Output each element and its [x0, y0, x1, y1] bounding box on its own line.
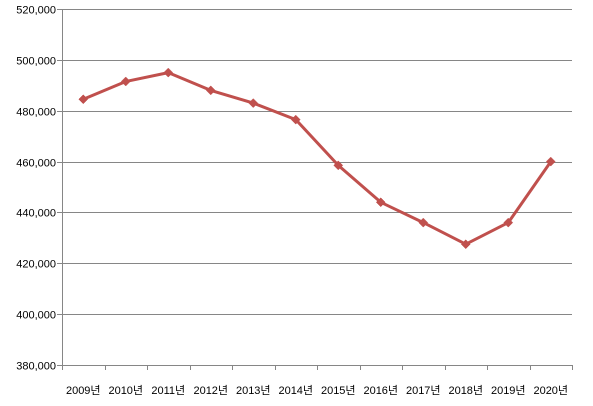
- x-tick-label: 2012년: [193, 384, 228, 397]
- y-tick-label: 500,000: [16, 56, 56, 68]
- y-tick-label: 420,000: [16, 259, 56, 271]
- gridlines: [57, 9, 572, 366]
- x-tick-label: 2013년: [236, 384, 271, 397]
- x-tick-label: 2010년: [108, 384, 143, 397]
- data-point: [503, 217, 514, 228]
- y-tick-label: 520,000: [16, 5, 56, 17]
- axes: [62, 9, 573, 370]
- x-tick-label: 2014년: [278, 384, 313, 397]
- data-point: [545, 156, 556, 167]
- x-tick-label: 2019년: [491, 384, 526, 397]
- data-point: [163, 67, 174, 78]
- y-tick-label: 440,000: [16, 208, 56, 220]
- data-point: [460, 239, 471, 250]
- x-tick-label: 2020년: [533, 384, 568, 397]
- x-tick-label: 2009년: [66, 384, 101, 397]
- y-tick-label: 380,000: [16, 361, 56, 373]
- data-point: [205, 85, 216, 96]
- data-point: [120, 76, 131, 87]
- series: [78, 67, 556, 250]
- x-tick-label: 2017년: [406, 384, 441, 397]
- x-tick-label: 2016년: [363, 384, 398, 397]
- data-point: [248, 98, 259, 108]
- data-point: [333, 160, 344, 171]
- x-tick-label: 2011년: [151, 384, 185, 397]
- y-tick-label: 480,000: [16, 107, 56, 119]
- data-point: [290, 114, 301, 125]
- data-point: [78, 94, 89, 105]
- x-tick-label: 2015년: [321, 384, 356, 397]
- data-point: [375, 197, 386, 208]
- x-tick-label: 2018년: [448, 384, 483, 397]
- y-tick-label: 400,000: [16, 310, 56, 322]
- y-tick-label: 460,000: [16, 158, 56, 170]
- series-line: [82, 71, 553, 246]
- y-axis-tick-labels: 380,000 400,000 420,000 440,000 460,000 480,0…: [16, 5, 56, 373]
- data-point: [418, 217, 429, 228]
- x-axis-tick-labels: 2009년 2010년 2011년 2012년 2013년 2014년 2015년 2016년…: [66, 384, 568, 397]
